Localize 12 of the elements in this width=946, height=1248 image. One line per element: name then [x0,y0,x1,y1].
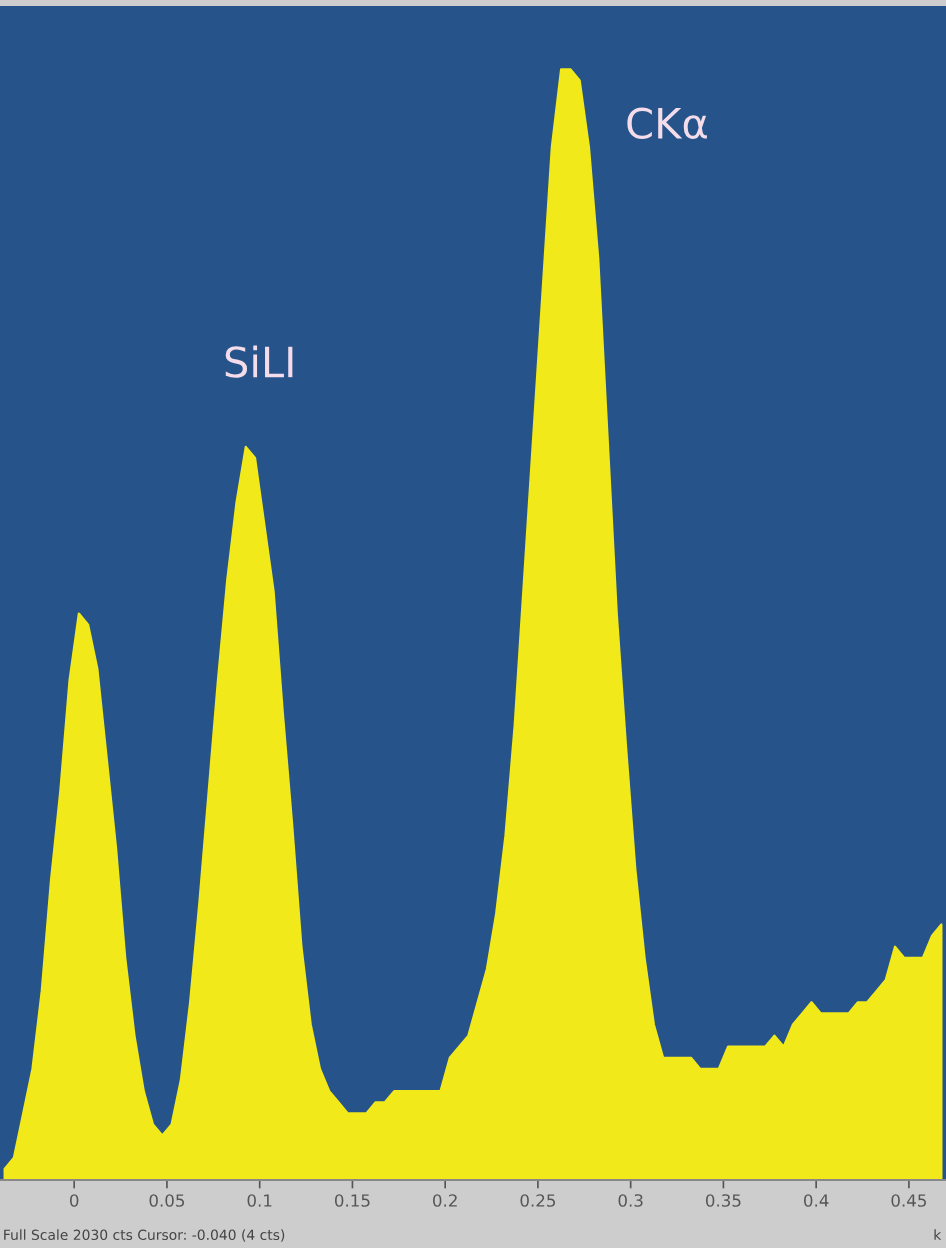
x-tick-label: 0.3 [618,1194,643,1207]
x-tick-label: 0.45 [891,1194,926,1207]
annotation: SiLI [225,345,293,378]
x-tick-label: 0.1 [247,1194,272,1207]
x-tick-label: 0.35 [705,1194,741,1207]
x-tick-label: 0.2 [433,1194,457,1207]
x-tick-label: 0 [69,1194,79,1207]
x-tick-label: 0.25 [520,1194,556,1207]
x-tick-label: 0.15 [334,1194,370,1207]
annotation: CKα [627,107,707,140]
x-tick-label: 0.4 [804,1194,829,1207]
x-tick-label: 0.05 [149,1194,185,1207]
